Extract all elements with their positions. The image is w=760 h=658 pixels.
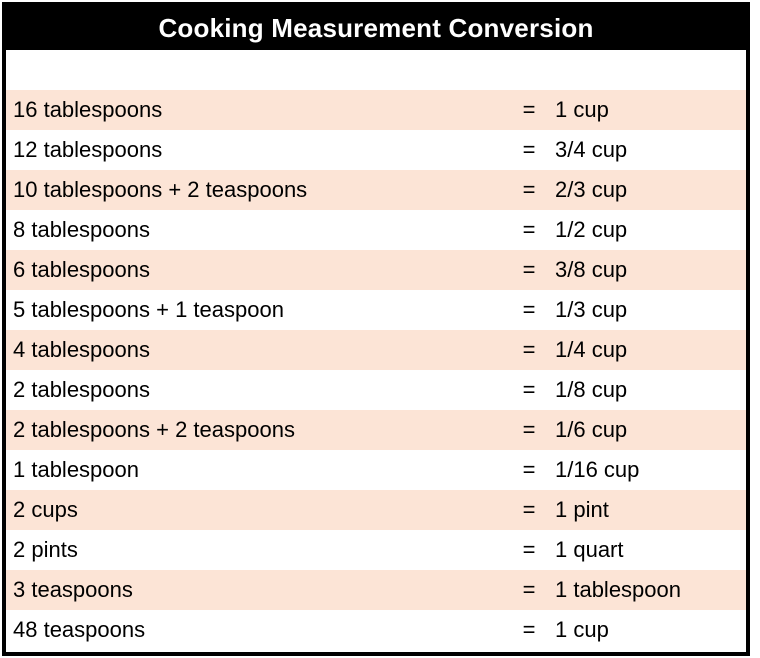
- equals-sign: =: [522, 617, 536, 642]
- equals-sign: =: [522, 537, 536, 562]
- table-row: 10 tablespoons + 2 teaspoons = 2/3 cup: [6, 170, 746, 210]
- equals-sign: =: [522, 217, 536, 242]
- equals-sign: =: [522, 297, 536, 322]
- table-row: 48 teaspoons = 1 cup: [6, 610, 746, 650]
- row-from-label: 3 teaspoons: [13, 577, 133, 602]
- row-to-label: 3/8 cup: [555, 257, 628, 282]
- row-to-label: 1/4 cup: [555, 337, 628, 362]
- row-to-label: 2/3 cup: [555, 177, 628, 202]
- row-to-label: 1 pint: [555, 497, 609, 522]
- row-from-label: 5 tablespoons + 1 teaspoon: [13, 297, 284, 322]
- page-title: Cooking Measurement Conversion: [6, 6, 746, 50]
- table-row: 16 tablespoons = 1 cup: [6, 90, 746, 130]
- row-from-label: 12 tablespoons: [13, 137, 163, 162]
- row-to-label: 1 tablespoon: [555, 577, 681, 602]
- table-row: 12 tablespoons = 3/4 cup: [6, 130, 746, 170]
- spacer-row: [6, 50, 746, 90]
- equals-sign: =: [522, 137, 536, 162]
- row-to-label: 1/16 cup: [555, 457, 640, 482]
- table-row: 2 cups = 1 pint: [6, 490, 746, 530]
- row-to-label: 3/4 cup: [555, 137, 628, 162]
- row-from-label: 2 pints: [13, 537, 78, 562]
- row-from-label: 1 tablespoon: [13, 457, 139, 482]
- table-row: 3 teaspoons = 1 tablespoon: [6, 570, 746, 610]
- table-row: 2 tablespoons = 1/8 cup: [6, 370, 746, 410]
- equals-sign: =: [522, 457, 536, 482]
- table-row: 2 tablespoons + 2 teaspoons = 1/6 cup: [6, 410, 746, 450]
- row-to-label: 1/8 cup: [555, 377, 628, 402]
- equals-sign: =: [522, 337, 536, 362]
- row-to-label: 1/3 cup: [555, 297, 628, 322]
- row-from-label: 16 tablespoons: [13, 97, 163, 122]
- equals-sign: =: [522, 177, 536, 202]
- row-from-label: 2 tablespoons + 2 teaspoons: [13, 417, 295, 442]
- conversion-table: Cooking Measurement Conversion 16 tables…: [2, 2, 750, 656]
- equals-sign: =: [522, 257, 536, 282]
- row-to-label: 1/2 cup: [555, 217, 628, 242]
- equals-sign: =: [522, 497, 536, 522]
- row-to-label: 1/6 cup: [555, 417, 628, 442]
- table-row: 5 tablespoons + 1 teaspoon = 1/3 cup: [6, 290, 746, 330]
- table-row: 8 tablespoons = 1/2 cup: [6, 210, 746, 250]
- row-to-label: 1 quart: [555, 537, 624, 562]
- row-to-label: 1 cup: [555, 97, 609, 122]
- row-from-label: 8 tablespoons: [13, 217, 150, 242]
- equals-sign: =: [522, 577, 536, 602]
- row-from-label: 4 tablespoons: [13, 337, 150, 362]
- row-from-label: 2 cups: [13, 497, 78, 522]
- row-from-label: 10 tablespoons + 2 teaspoons: [13, 177, 308, 202]
- table-row: 1 tablespoon = 1/16 cup: [6, 450, 746, 490]
- row-from-label: 2 tablespoons: [13, 377, 150, 402]
- table-row: 6 tablespoons = 3/8 cup: [6, 250, 746, 290]
- row-to-label: 1 cup: [555, 617, 609, 642]
- table-row: 4 tablespoons = 1/4 cup: [6, 330, 746, 370]
- row-from-label: 6 tablespoons: [13, 257, 150, 282]
- equals-sign: =: [522, 97, 536, 122]
- equals-sign: =: [522, 417, 536, 442]
- row-from-label: 48 teaspoons: [13, 617, 146, 642]
- equals-sign: =: [522, 377, 536, 402]
- table-row: 2 pints = 1 quart: [6, 530, 746, 570]
- table-body: 16 tablespoons = 1 cup 12 tablespoons = 3/4 c…: [6, 90, 746, 650]
